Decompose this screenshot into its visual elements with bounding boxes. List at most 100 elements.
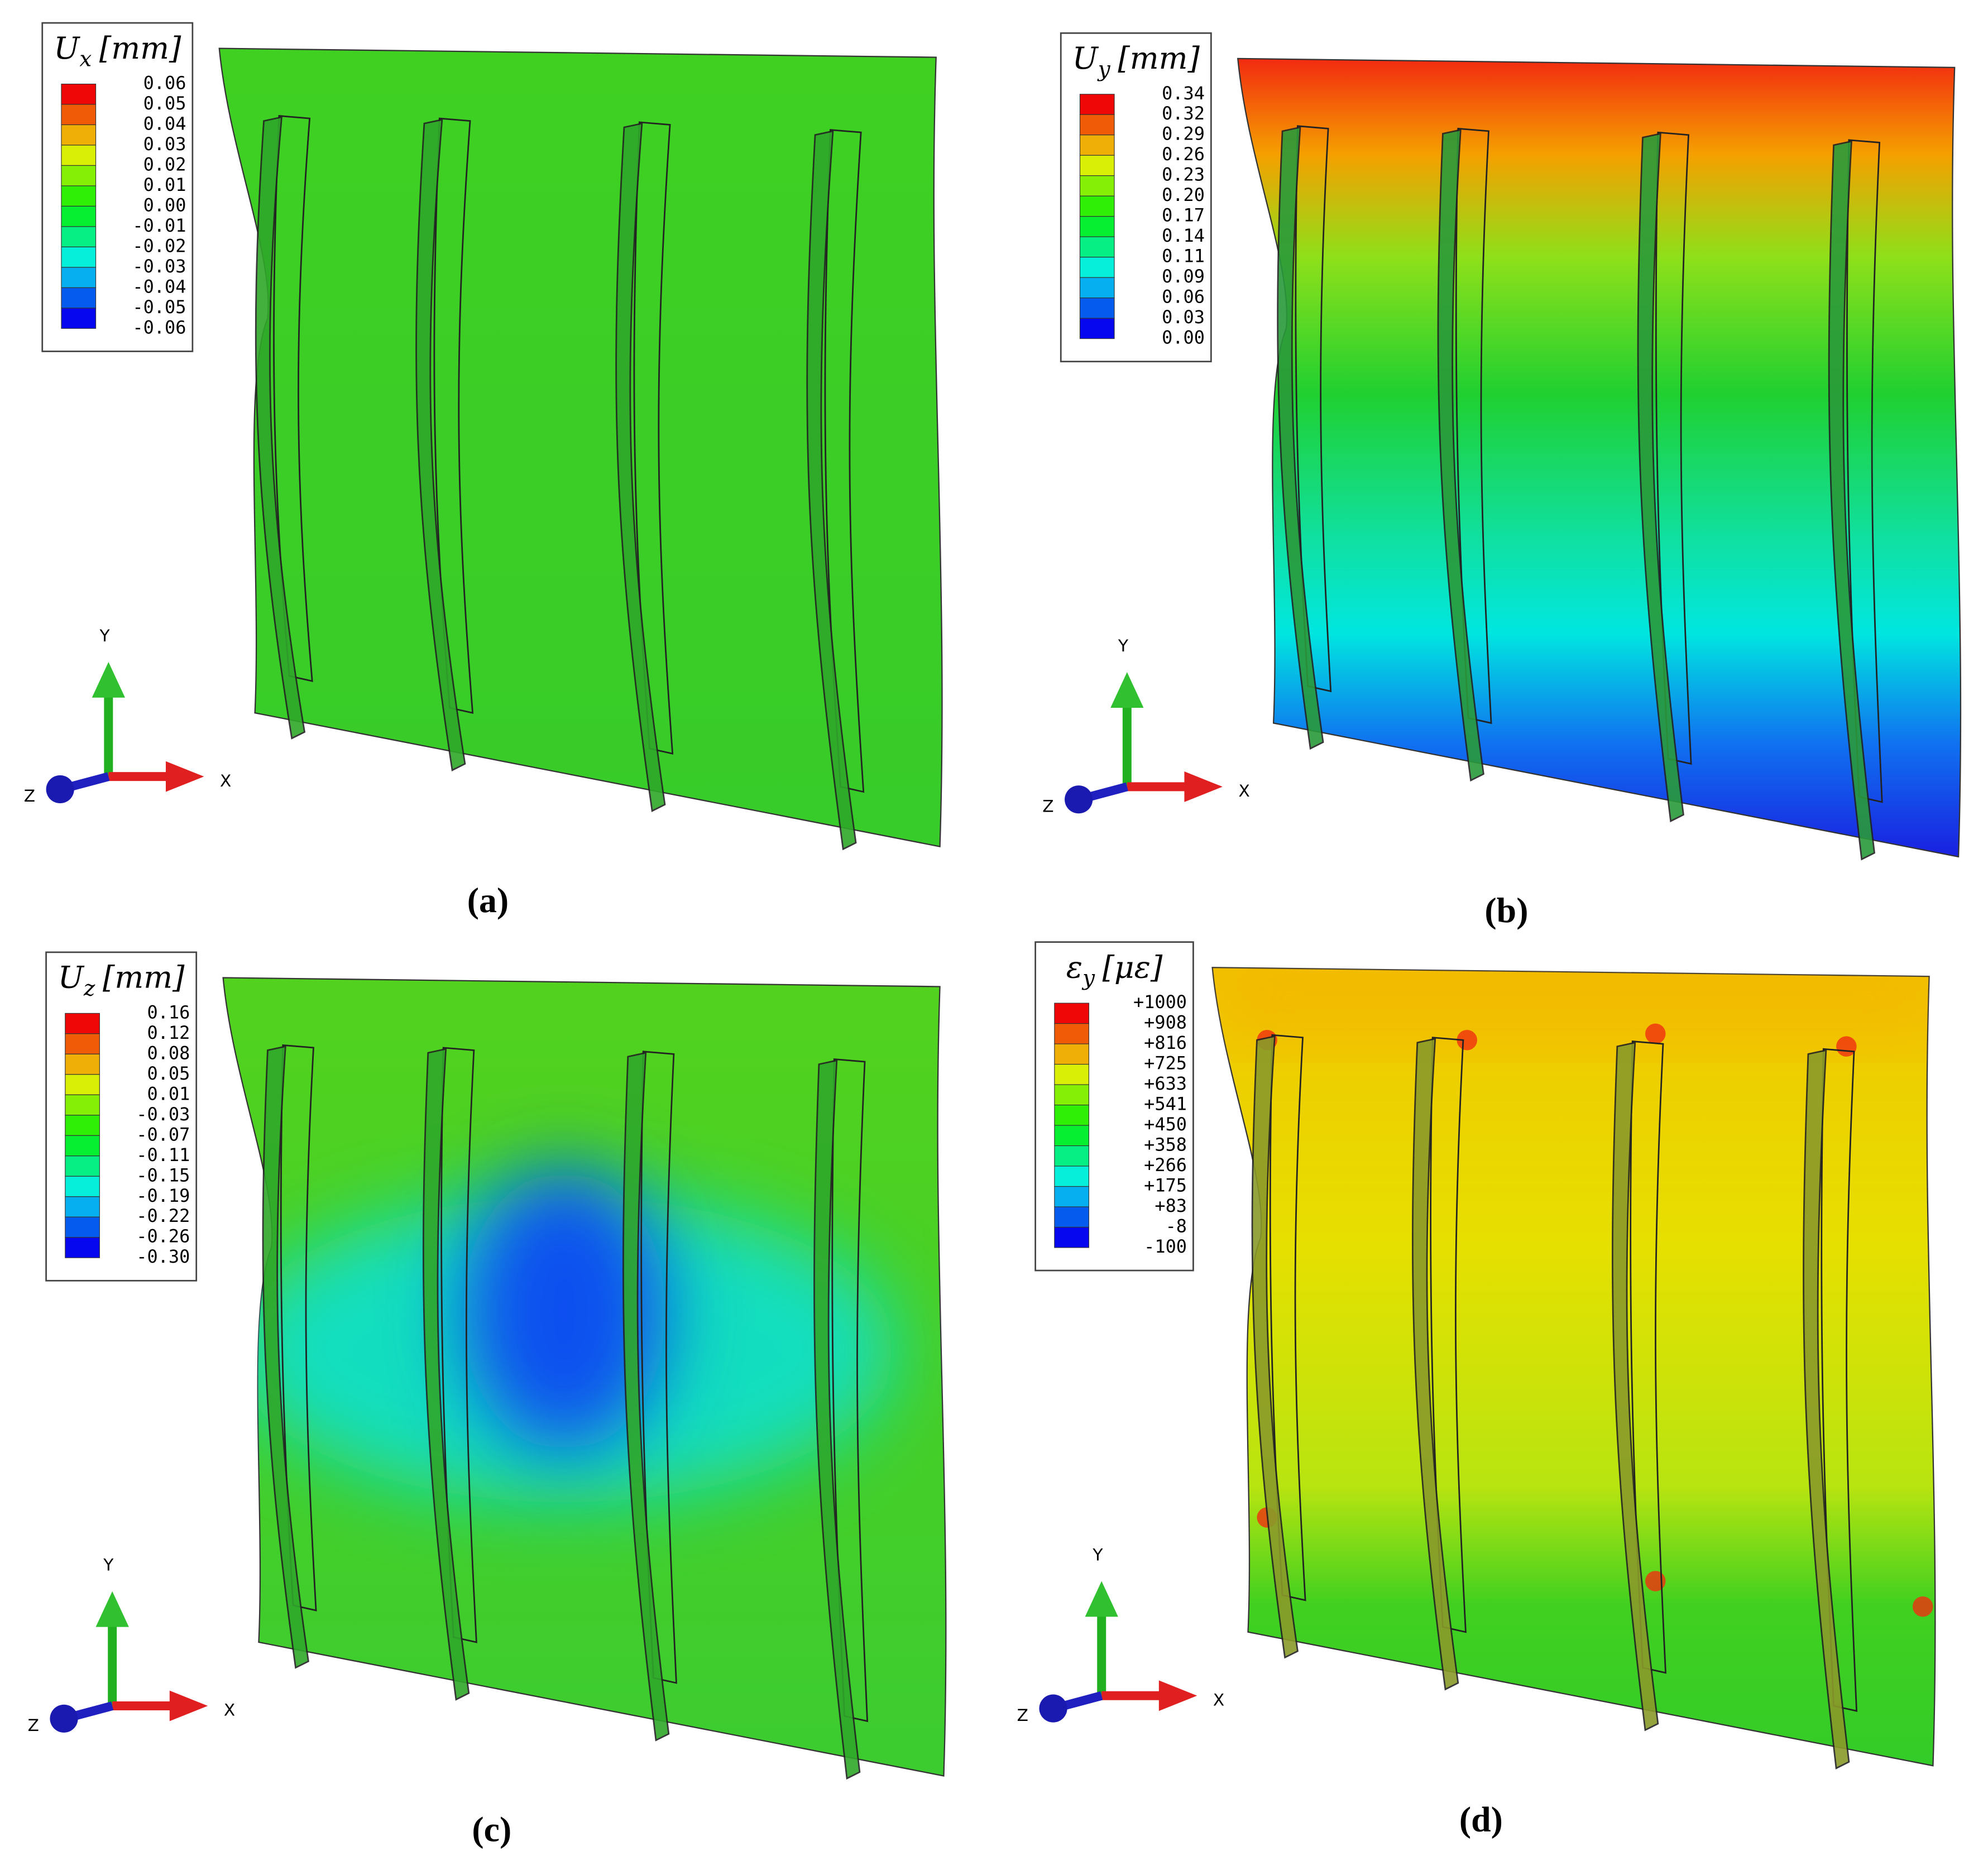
caption: (c) bbox=[472, 1810, 511, 1849]
axis-y-head bbox=[95, 1591, 129, 1627]
axis-z-head bbox=[46, 775, 74, 804]
legend-symbol: U bbox=[58, 960, 85, 995]
legend-band bbox=[1079, 236, 1115, 258]
legend-band bbox=[1079, 135, 1115, 156]
legend-label: -0.11 bbox=[136, 1144, 190, 1166]
hot-spot bbox=[1645, 1571, 1666, 1591]
axis-z-label: Z bbox=[1017, 1705, 1028, 1725]
axis-z-head bbox=[1039, 1694, 1067, 1723]
legend-label: +175 bbox=[1144, 1175, 1187, 1196]
stiffener-web bbox=[1251, 1035, 1299, 1659]
axis-z-head bbox=[50, 1704, 78, 1733]
stiffener-flange bbox=[1269, 1034, 1306, 1601]
stiffener-web bbox=[622, 1052, 670, 1742]
legend-band bbox=[1054, 1145, 1089, 1167]
legend-label: -0.22 bbox=[136, 1205, 190, 1226]
axis-x-head bbox=[1158, 1680, 1197, 1711]
stiffener-web bbox=[806, 130, 857, 851]
stiffener-web bbox=[615, 122, 666, 812]
legend-label: 0.00 bbox=[143, 194, 186, 215]
legend-label: -0.15 bbox=[136, 1164, 190, 1186]
legend-label: 0.09 bbox=[1162, 266, 1205, 287]
contour-overlay bbox=[1212, 967, 1936, 1617]
stiffener-flange bbox=[1295, 125, 1332, 693]
legend-band bbox=[65, 1013, 100, 1034]
axis-z-label: Z bbox=[24, 786, 35, 805]
legend-band bbox=[1054, 1166, 1089, 1187]
legend-band bbox=[1079, 298, 1115, 319]
legend-subscript: y bbox=[1081, 966, 1095, 991]
contour-zone bbox=[462, 1171, 667, 1451]
legend-label: 0.11 bbox=[1162, 246, 1205, 267]
legend-label: +358 bbox=[1144, 1134, 1187, 1155]
legend-symbol: U bbox=[1072, 40, 1099, 76]
axis-x-label: X bbox=[1238, 781, 1249, 800]
legend-label: 0.03 bbox=[1162, 306, 1205, 328]
legend-band bbox=[61, 165, 97, 186]
stiffener-web bbox=[422, 1048, 470, 1701]
legend-label: -0.02 bbox=[132, 235, 186, 256]
legend-band bbox=[1054, 1104, 1089, 1126]
axis-y-head bbox=[92, 661, 125, 698]
legend-band bbox=[65, 1074, 100, 1095]
legend-band bbox=[1079, 318, 1115, 339]
legend-title: εy [με] bbox=[1066, 950, 1163, 991]
legend-label: -0.03 bbox=[132, 256, 186, 277]
legend-label: 0.06 bbox=[1162, 286, 1205, 308]
stiffener-flange bbox=[280, 1044, 317, 1612]
legend-band bbox=[65, 1216, 100, 1238]
legend-band bbox=[61, 226, 97, 248]
stiffener-web bbox=[1828, 140, 1876, 861]
legend-label: 0.12 bbox=[147, 1022, 190, 1043]
stiffener-web bbox=[415, 118, 466, 771]
legend-band bbox=[65, 1094, 100, 1116]
stiffener-web bbox=[1437, 128, 1484, 782]
axis-y-head bbox=[1110, 672, 1144, 708]
legend-title: Uz [mm] bbox=[58, 960, 185, 1001]
stiffener-web bbox=[255, 116, 306, 740]
legend-unit: [mm] bbox=[99, 30, 181, 66]
legend-band bbox=[61, 287, 97, 309]
legend-band bbox=[61, 205, 97, 227]
legend-label: -0.06 bbox=[132, 317, 186, 338]
legend-band bbox=[61, 308, 97, 329]
legend-label: -0.30 bbox=[136, 1246, 190, 1267]
legend-band bbox=[1054, 1023, 1089, 1044]
legend-band bbox=[1079, 257, 1115, 278]
legend-label: +541 bbox=[1144, 1094, 1187, 1115]
axis-z-arrow bbox=[73, 1701, 114, 1720]
panel: εy [με]+1000+908+816+725+633+541+450+358+… bbox=[1017, 941, 1936, 1839]
panel: Uz [mm]0.160.120.080.050.01-0.03-0.07-0.1… bbox=[28, 951, 947, 1849]
stiffener-flange bbox=[824, 129, 865, 793]
legend-band bbox=[1079, 277, 1115, 299]
axis-x-head bbox=[169, 1690, 208, 1721]
legend-label: -0.19 bbox=[136, 1185, 190, 1206]
stiffener-web bbox=[1412, 1038, 1459, 1691]
legend-label: 0.08 bbox=[147, 1042, 190, 1063]
legend-label: 0.16 bbox=[147, 1001, 190, 1023]
stiffener-web bbox=[1803, 1049, 1850, 1770]
hot-spot bbox=[1645, 1023, 1666, 1044]
axis-y-label: Y bbox=[1118, 636, 1129, 655]
legend-label: 0.20 bbox=[1162, 184, 1205, 205]
axis-y-label: Y bbox=[103, 1555, 114, 1575]
legend-label: -0.26 bbox=[136, 1226, 190, 1247]
legend-subscript: x bbox=[79, 47, 92, 72]
axis-y-head bbox=[1085, 1581, 1118, 1617]
legend-label: 0.17 bbox=[1162, 205, 1205, 226]
stiffener-flange bbox=[1846, 139, 1883, 803]
legend-band bbox=[1079, 195, 1115, 217]
axis-z-arrow bbox=[69, 772, 110, 792]
legend-band bbox=[1079, 114, 1115, 136]
legend-label: 0.06 bbox=[143, 73, 186, 94]
stiffener-web bbox=[1277, 126, 1324, 750]
stiffener-flange bbox=[831, 1058, 869, 1723]
legend-band bbox=[61, 246, 97, 268]
legend-label: -0.01 bbox=[132, 215, 186, 236]
legend-symbol: ε bbox=[1066, 950, 1082, 985]
axis-z-arrow bbox=[1062, 1691, 1103, 1710]
axis-y-label: Y bbox=[99, 626, 110, 645]
legend-band bbox=[1054, 1003, 1089, 1024]
legend-band bbox=[65, 1115, 100, 1136]
